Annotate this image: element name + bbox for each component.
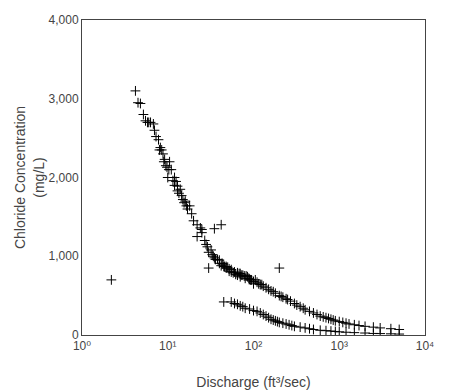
svg-text:3,000: 3,000 [49,92,79,106]
svg-text:1,000: 1,000 [49,249,79,263]
svg-text:Chloride Concentration(mg/L): Chloride Concentration(mg/L) [12,106,46,249]
svg-text:0: 0 [72,328,79,342]
svg-text:4,000: 4,000 [49,13,79,27]
svg-text:10⁴: 10⁴ [416,339,435,353]
svg-text:10³: 10³ [331,339,348,353]
svg-text:10¹: 10¹ [159,339,176,353]
svg-text:10⁰: 10⁰ [73,339,91,353]
svg-text:10²: 10² [245,339,262,353]
svg-text:Discharge (ft³/sec): Discharge (ft³/sec) [196,374,310,390]
svg-text:2,000: 2,000 [49,171,79,185]
